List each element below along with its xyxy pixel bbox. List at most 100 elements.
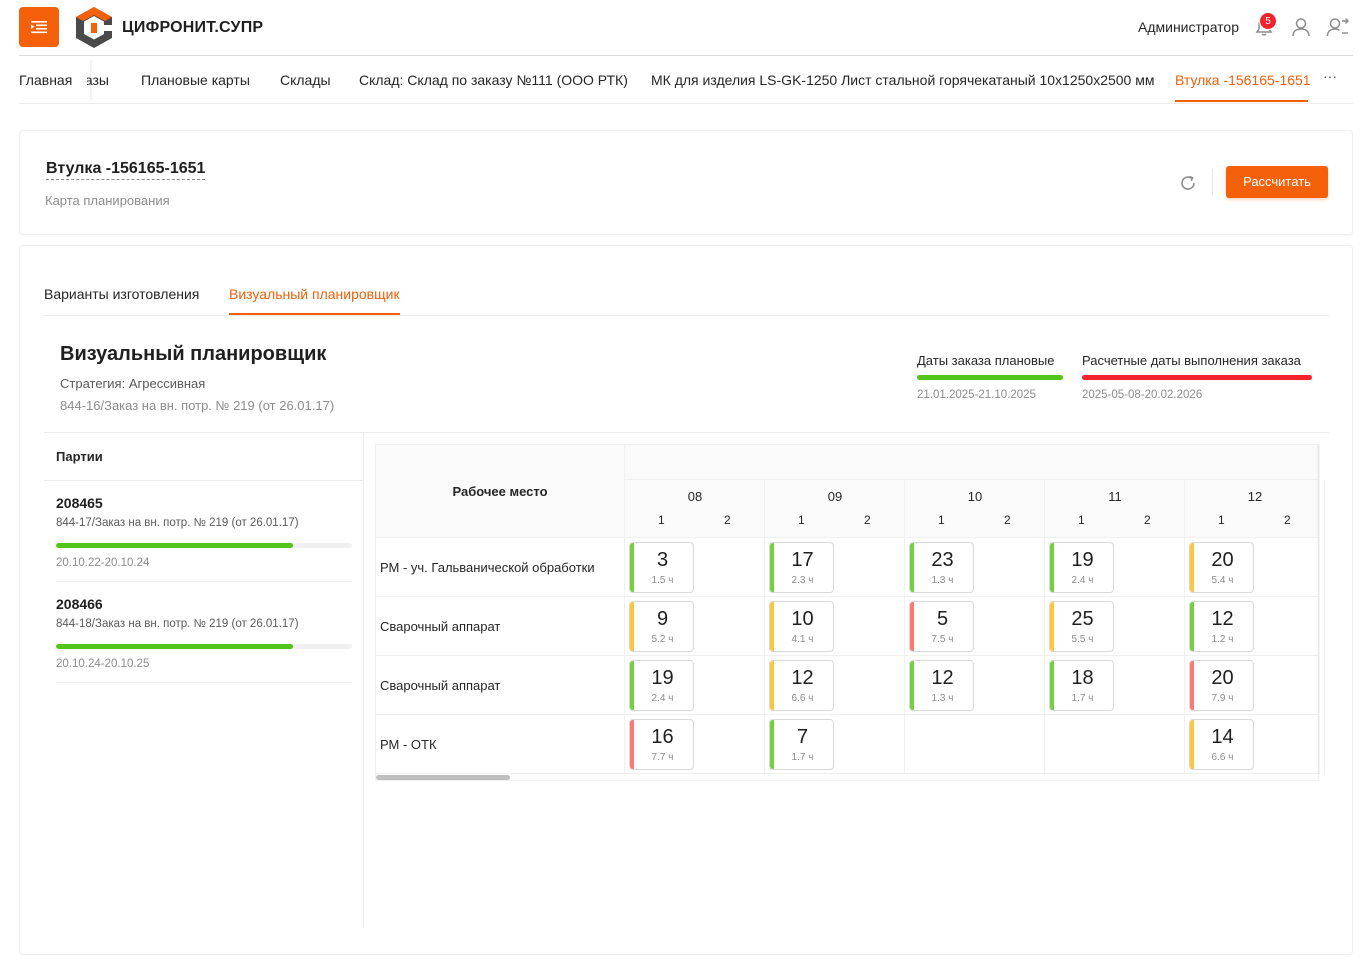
party-number: 208465 — [56, 495, 103, 511]
tab-variants[interactable]: Варианты изготовления — [44, 286, 200, 302]
task-hours: 5.2 ч — [651, 634, 674, 645]
task-count: 12 — [791, 667, 814, 689]
party-item[interactable]: 208465 844-17/Заказ на вн. потр. № 219 (… — [56, 481, 352, 582]
crumb-scroll-shadow — [90, 60, 94, 100]
task-count: 16 — [651, 726, 674, 748]
task-chip[interactable]: 7 1.7 ч — [769, 719, 834, 770]
grid-scroll-shadow — [1316, 445, 1320, 775]
task-count: 9 — [656, 608, 669, 630]
menu-button[interactable] — [19, 7, 59, 47]
logo-icon — [76, 7, 112, 48]
task-hours: 1.3 ч — [931, 575, 954, 586]
task-count: 5 — [936, 608, 949, 630]
party-description: 844-18/Заказ на вн. потр. № 219 (от 26.0… — [56, 618, 299, 630]
task-chip[interactable]: 5 7.5 ч — [909, 601, 974, 652]
task-chip[interactable]: 25 5.5 ч — [1049, 601, 1114, 652]
schedule-cell: 9 5.2 ч — [625, 597, 765, 656]
task-hours: 7.5 ч — [931, 634, 954, 645]
status-stripe — [770, 543, 774, 592]
task-count: 3 — [656, 549, 669, 571]
workplace-header: Рабочее место — [376, 445, 625, 538]
party-description: 844-17/Заказ на вн. потр. № 219 (от 26.0… — [56, 517, 299, 529]
task-count: 18 — [1071, 667, 1094, 689]
crumb-plan-maps[interactable]: Плановые карты — [141, 72, 250, 88]
task-chip[interactable]: 9 5.2 ч — [629, 601, 694, 652]
schedule-cell: 12 1.3 ч — [905, 656, 1045, 715]
task-hours: 1.7 ч — [791, 752, 814, 763]
status-stripe — [630, 602, 634, 651]
task-count: 19 — [651, 667, 674, 689]
legend-planned: Даты заказа плановые 21.01.2025-21.10.20… — [917, 353, 1063, 401]
party-progress-fill — [56, 543, 293, 548]
schedule-cell[interactable] — [905, 715, 1045, 774]
schedule-cell: 5 7.5 ч — [905, 597, 1045, 656]
task-hours: 6.6 ч — [791, 693, 814, 704]
schedule-cell: 19 2.4 ч — [1045, 538, 1185, 597]
crumb-home[interactable]: Главная — [19, 72, 73, 88]
schedule-grid: Рабочее место 08 1 2 09 1 2 10 1 2 11 1 2 12 1 2 РМ - у… — [375, 444, 1325, 781]
task-count: 25 — [1071, 608, 1094, 630]
party-number: 208466 — [56, 596, 103, 612]
task-count: 14 — [1211, 726, 1234, 748]
legend-dates: 2025-05-08-20.02.2026 — [1082, 389, 1203, 401]
task-chip[interactable]: 19 2.4 ч — [1049, 542, 1114, 593]
active-crumb-indicator — [1175, 100, 1308, 102]
tab-planner[interactable]: Визуальный планировщик — [229, 286, 400, 302]
legend-label: Расчетные даты выполнения заказа — [1082, 353, 1301, 368]
schedule-cell: 17 2.3 ч — [765, 538, 905, 597]
section-divider — [44, 432, 1329, 433]
task-hours: 4.1 ч — [791, 634, 814, 645]
user-name[interactable]: Администратор — [1138, 19, 1240, 35]
task-chip[interactable]: 3 1.5 ч — [629, 542, 694, 593]
schedule-cell: 19 2.4 ч — [625, 656, 765, 715]
item-title[interactable]: Втулка -156165-1651 — [46, 160, 206, 180]
schedule-cell[interactable] — [1045, 715, 1185, 774]
task-count: 20 — [1211, 549, 1234, 571]
crumb-bases[interactable]: азы — [87, 72, 109, 88]
schedule-cell: 20 5.4 ч — [1185, 538, 1325, 597]
task-chip[interactable]: 20 5.4 ч — [1189, 542, 1254, 593]
workplace-name: РМ - ОТК — [376, 715, 625, 774]
schedule-cell: 10 4.1 ч — [765, 597, 905, 656]
task-chip[interactable]: 20 7.9 ч — [1189, 660, 1254, 711]
task-chip[interactable]: 12 1.2 ч — [1189, 601, 1254, 652]
month-column-header: 09 1 2 — [765, 480, 905, 538]
crumb-warehouse[interactable]: Склад: Склад по заказу №111 (ООО РТК) — [359, 72, 628, 88]
task-chip[interactable]: 19 2.4 ч — [629, 660, 694, 711]
refresh-icon[interactable] — [1178, 173, 1198, 193]
parties-divider — [44, 480, 364, 481]
crumb-route-map[interactable]: МК для изделия LS-GK-1250 Лист стальной … — [651, 72, 1155, 88]
status-stripe — [1190, 661, 1194, 710]
user-icon[interactable] — [1290, 16, 1312, 38]
schedule-cell: 3 1.5 ч — [625, 538, 765, 597]
task-chip[interactable]: 23 1.3 ч — [909, 542, 974, 593]
active-tab-indicator — [229, 313, 400, 315]
status-stripe — [1050, 543, 1054, 592]
task-chip[interactable]: 12 6.6 ч — [769, 660, 834, 711]
task-count: 19 — [1071, 549, 1094, 571]
task-chip[interactable]: 10 4.1 ч — [769, 601, 834, 652]
task-chip[interactable]: 14 6.6 ч — [1189, 719, 1254, 770]
user-switch-icon[interactable] — [1326, 16, 1350, 38]
month-label: 11 — [1108, 489, 1122, 504]
task-chip[interactable]: 12 1.3 ч — [909, 660, 974, 711]
calculate-button[interactable]: Рассчитать — [1226, 166, 1328, 198]
status-stripe — [910, 543, 914, 592]
status-stripe — [910, 661, 914, 710]
task-chip[interactable]: 17 2.3 ч — [769, 542, 834, 593]
header-divider — [19, 55, 1353, 56]
schedule-cell: 18 1.7 ч — [1045, 656, 1185, 715]
horizontal-scrollbar[interactable] — [376, 775, 510, 780]
task-chip[interactable]: 18 1.7 ч — [1049, 660, 1114, 711]
crumb-warehouses[interactable]: Склады — [280, 72, 331, 88]
task-count: 10 — [791, 608, 814, 630]
more-tabs-button[interactable]: ··· — [1323, 68, 1337, 84]
crumb-bushing[interactable]: Втулка -156165-1651 — [1175, 72, 1311, 88]
week-label: 1 — [798, 513, 805, 527]
status-stripe — [1050, 661, 1054, 710]
notification-badge[interactable]: 5 — [1259, 12, 1277, 30]
task-chip[interactable]: 16 7.7 ч — [629, 719, 694, 770]
party-item[interactable]: 208466 844-18/Заказ на вн. потр. № 219 (… — [56, 582, 352, 683]
task-hours: 7.7 ч — [651, 752, 674, 763]
status-stripe — [770, 720, 774, 769]
